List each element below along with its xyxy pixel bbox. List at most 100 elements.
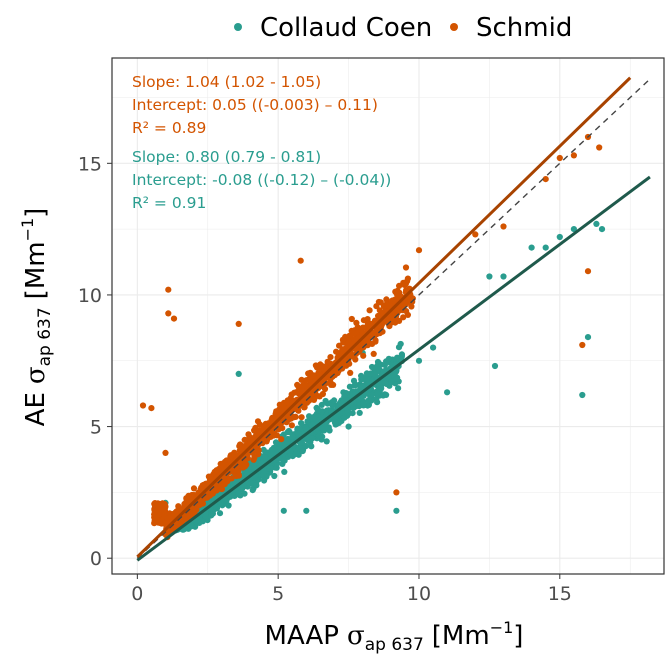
point-collaud-coen	[395, 344, 403, 351]
point-collaud-coen	[235, 370, 242, 377]
x-tick-label: 0	[131, 583, 143, 605]
point-schmid	[354, 324, 361, 331]
point-schmid	[288, 391, 295, 398]
y-axis-title-symbol: σ	[21, 366, 51, 384]
point-schmid	[239, 459, 246, 466]
point-schmid	[278, 436, 285, 443]
point-schmid	[264, 436, 271, 444]
point-collaud-coen	[187, 522, 195, 529]
point-schmid	[154, 506, 161, 513]
panel-border	[111, 57, 665, 575]
point-schmid	[212, 486, 219, 493]
point-schmid	[327, 354, 334, 361]
point-schmid	[160, 508, 167, 516]
x-axis-title-unit: [Mm	[432, 621, 490, 651]
point-collaud-coen	[528, 244, 535, 251]
point-schmid	[360, 317, 367, 324]
point-schmid	[336, 342, 343, 349]
fit-lines	[136, 76, 651, 562]
point-collaud-coen	[368, 397, 375, 404]
point-schmid	[235, 320, 242, 327]
point-schmid	[153, 516, 160, 523]
x-axis-title-unit-close: ]	[513, 621, 523, 651]
point-schmid	[175, 503, 182, 510]
point-schmid	[229, 451, 236, 458]
point-collaud-coen	[345, 423, 352, 430]
y-tick-label: 0	[90, 548, 102, 570]
point-schmid	[349, 329, 357, 336]
point-schmid	[184, 513, 191, 520]
point-schmid	[183, 495, 190, 502]
y-tick-label: 15	[78, 153, 102, 175]
point-collaud-coen	[322, 397, 329, 405]
point-collaud-coen	[593, 220, 600, 227]
point-schmid	[347, 369, 354, 376]
point-schmid	[251, 427, 258, 434]
point-schmid	[305, 376, 313, 383]
point-collaud-coen	[261, 467, 268, 475]
point-collaud-coen	[302, 442, 310, 450]
point-schmid	[316, 393, 323, 400]
point-collaud-coen	[350, 404, 357, 411]
annotation-collaud-r2: R² = 0.91	[132, 194, 206, 212]
point-schmid	[402, 300, 409, 308]
point-schmid	[197, 486, 204, 493]
point-schmid	[364, 321, 371, 328]
point-collaud-coen	[556, 233, 563, 241]
point-collaud-coen	[584, 334, 592, 341]
point-schmid	[584, 268, 592, 275]
point-schmid	[366, 307, 373, 314]
fit-line-collaud-coen	[136, 175, 651, 562]
point-collaud-coen	[430, 344, 437, 351]
point-collaud-coen	[398, 353, 405, 360]
point-schmid	[288, 422, 295, 429]
point-schmid	[310, 372, 317, 379]
point-schmid	[354, 347, 361, 354]
point-schmid	[376, 307, 383, 314]
annotation-schmid-intercept: Intercept: 0.05 ((-0.003) – 0.11)	[132, 96, 378, 114]
point-collaud-coen	[579, 391, 586, 399]
y-tick-label: 5	[90, 417, 102, 439]
annotation-schmid-r2: R² = 0.89	[132, 119, 206, 137]
point-schmid	[403, 308, 410, 315]
x-axis-title-main: MAAP	[265, 621, 339, 651]
point-schmid	[370, 350, 377, 357]
point-collaud-coen	[253, 482, 260, 489]
point-collaud-coen	[286, 429, 293, 436]
point-schmid	[273, 408, 280, 415]
point-collaud-coen	[303, 507, 310, 514]
point-schmid	[165, 286, 172, 293]
y-axis-title-unit-close: ]	[21, 208, 51, 218]
point-schmid	[299, 382, 306, 389]
point-collaud-coen	[356, 409, 363, 416]
point-schmid	[570, 152, 578, 159]
point-collaud-coen	[360, 392, 367, 399]
point-schmid	[396, 282, 403, 289]
point-schmid	[241, 436, 248, 443]
point-schmid	[254, 418, 262, 425]
point-schmid	[364, 339, 371, 346]
point-collaud-coen	[360, 400, 367, 407]
point-schmid	[386, 302, 393, 309]
point-collaud-coen	[598, 226, 606, 233]
point-collaud-coen	[271, 472, 278, 480]
point-schmid	[173, 521, 181, 529]
point-collaud-coen	[444, 389, 451, 396]
point-schmid	[596, 144, 603, 151]
point-schmid	[307, 394, 314, 401]
point-collaud-coen	[235, 490, 242, 497]
point-schmid	[218, 486, 225, 493]
point-collaud-coen	[329, 402, 336, 409]
annotations: Slope: 1.04 (1.02 - 1.05) Intercept: 0.0…	[132, 73, 391, 212]
point-collaud-coen	[284, 438, 291, 445]
point-schmid	[294, 381, 301, 388]
point-schmid	[170, 315, 178, 322]
point-collaud-coen	[351, 382, 358, 389]
point-schmid	[213, 467, 220, 474]
annotation-collaud-intercept: Intercept: -0.08 ((-0.12) – (-0.04))	[132, 171, 391, 189]
point-collaud-coen	[331, 397, 338, 404]
point-collaud-coen	[393, 507, 400, 514]
point-collaud-coen	[289, 434, 296, 441]
point-collaud-coen	[346, 383, 353, 390]
